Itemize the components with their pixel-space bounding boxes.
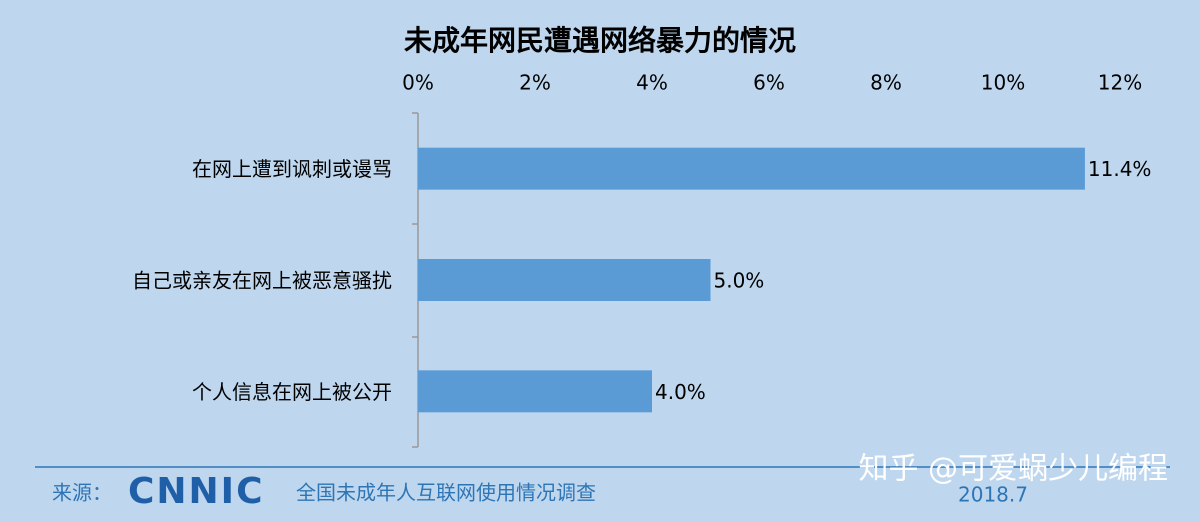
x-tick-label: 4% xyxy=(636,71,668,95)
x-tick-label: 8% xyxy=(870,71,902,95)
x-tick-label: 12% xyxy=(1098,71,1142,95)
x-tick-label: 6% xyxy=(753,71,785,95)
footer-date: 2018.7 xyxy=(958,483,1028,507)
footer-logo: CNNIC xyxy=(128,471,265,512)
x-tick-label: 10% xyxy=(981,71,1025,95)
footer-source: 来源： xyxy=(52,481,112,505)
bar xyxy=(418,370,652,413)
footer-survey: 全国未成年人互联网使用情况调查 xyxy=(296,481,596,505)
y-tick-label: 个人信息在网上被公开 xyxy=(192,380,392,404)
bar xyxy=(418,259,711,301)
y-tick-label: 在网上遭到讽刺或谩骂 xyxy=(192,157,392,181)
value-label: 5.0% xyxy=(714,269,765,293)
watermark: 知乎 @可爱蜗少儿编程 xyxy=(858,452,1168,487)
value-label: 11.4% xyxy=(1088,157,1152,181)
bar xyxy=(418,147,1085,190)
chart-title: 未成年网民遭遇网络暴力的情况 xyxy=(404,24,796,57)
x-tick-label: 0% xyxy=(402,71,434,95)
x-tick-label: 2% xyxy=(519,71,551,95)
y-tick-label: 自己或亲友在网上被恶意骚扰 xyxy=(132,269,392,293)
category-axis xyxy=(412,112,419,448)
value-label: 4.0% xyxy=(655,380,706,404)
